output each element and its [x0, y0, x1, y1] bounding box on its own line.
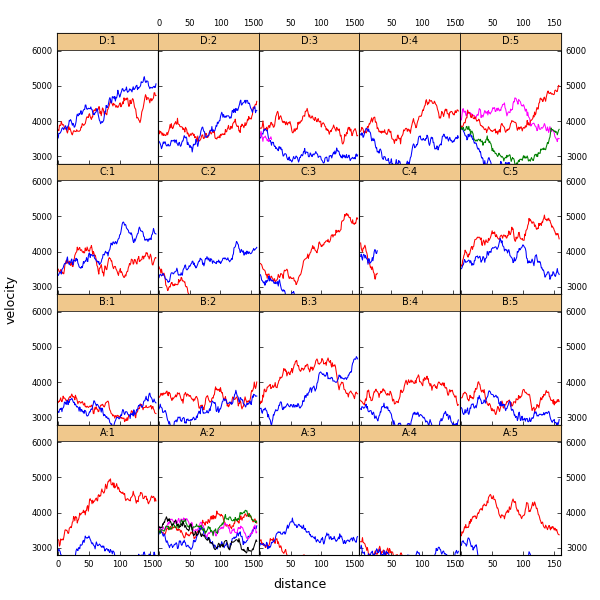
Text: C:1: C:1	[100, 167, 115, 177]
Text: B:3: B:3	[301, 298, 317, 307]
Text: D:4: D:4	[401, 37, 418, 46]
Text: B:5: B:5	[502, 298, 519, 307]
Text: D:5: D:5	[502, 37, 519, 46]
Text: D:2: D:2	[200, 37, 217, 46]
Text: velocity: velocity	[4, 275, 17, 325]
Text: A:3: A:3	[301, 428, 317, 438]
Text: A:1: A:1	[100, 428, 115, 438]
Text: B:2: B:2	[200, 298, 217, 307]
Text: distance: distance	[274, 578, 326, 591]
Text: D:3: D:3	[301, 37, 317, 46]
Text: C:2: C:2	[200, 167, 217, 177]
Text: B:1: B:1	[100, 298, 115, 307]
Text: C:3: C:3	[301, 167, 317, 177]
Text: A:5: A:5	[503, 428, 518, 438]
Text: A:2: A:2	[200, 428, 216, 438]
Text: B:4: B:4	[402, 298, 418, 307]
Text: D:1: D:1	[99, 37, 116, 46]
Text: C:5: C:5	[502, 167, 519, 177]
Text: A:4: A:4	[402, 428, 418, 438]
Text: C:4: C:4	[402, 167, 418, 177]
